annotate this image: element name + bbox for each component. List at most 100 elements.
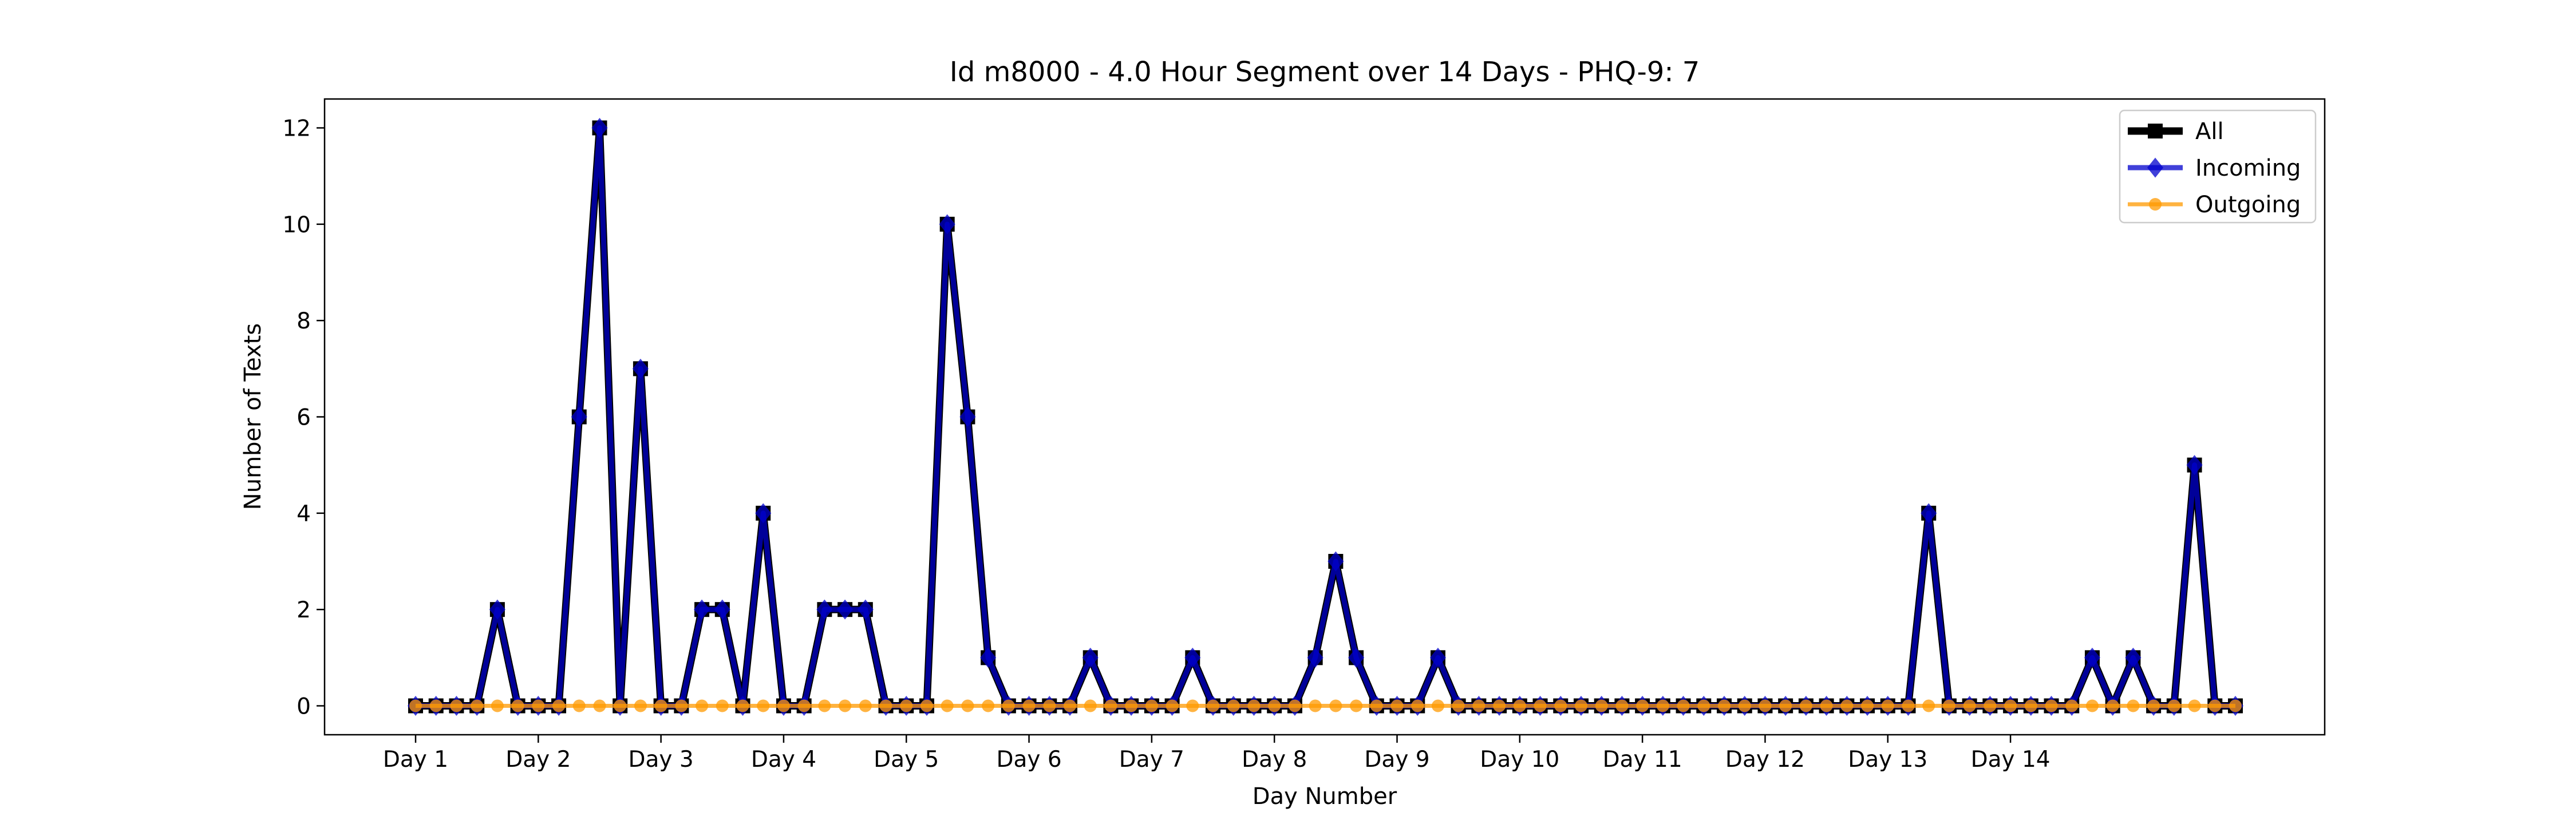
data-point-outgoing (839, 699, 852, 712)
data-point-outgoing (593, 699, 606, 712)
x-tick-label: Day 4 (751, 747, 816, 772)
data-point-outgoing (859, 699, 872, 712)
data-point-incoming (591, 118, 608, 138)
data-point-outgoing (409, 699, 422, 712)
data-point-outgoing (2229, 699, 2242, 712)
x-tick-label: Day 7 (1119, 747, 1184, 772)
y-axis: 0 2 4 6 8 10 12 (282, 116, 325, 720)
data-point-outgoing (961, 699, 974, 712)
data-point-incoming (755, 503, 772, 524)
x-tick-label: Day 1 (383, 747, 448, 772)
legend-item-all: All (2128, 118, 2224, 145)
data-point-outgoing (1820, 699, 1833, 712)
data-point-outgoing (1718, 699, 1731, 712)
data-point-incoming (571, 407, 587, 427)
data-point-outgoing (1043, 699, 1056, 712)
data-point-outgoing (1902, 699, 1915, 712)
data-point-incoming (816, 599, 833, 620)
data-point-outgoing (900, 699, 913, 712)
data-point-outgoing (716, 699, 729, 712)
data-point-outgoing (1697, 699, 1710, 712)
x-axis: Day 1 Day 2 Day 3 Day 4 Day 5 Day 6 Day 7 Day 8… (383, 735, 2050, 772)
data-point-incoming (857, 599, 874, 620)
legend-box (2119, 109, 2317, 224)
data-point-outgoing (572, 699, 586, 712)
data-point-outgoing (1799, 699, 1812, 712)
legend-swatch-marker (2148, 124, 2163, 138)
data-point-outgoing (2147, 699, 2160, 712)
data-point-outgoing (2085, 699, 2099, 712)
data-point-outgoing (1207, 699, 1220, 712)
data-point-outgoing (2065, 699, 2079, 712)
data-point-outgoing (1370, 699, 1383, 712)
data-point-outgoing (1840, 699, 1854, 712)
data-point-outgoing (1534, 699, 1547, 712)
legend-item-incoming: Incoming (2128, 155, 2301, 181)
data-point-outgoing (1942, 699, 1955, 712)
data-point-outgoing (511, 699, 524, 712)
data-point-outgoing (696, 699, 709, 712)
data-point-outgoing (675, 699, 688, 712)
y-tick-label: 10 (282, 212, 311, 238)
data-point-outgoing (1595, 699, 1608, 712)
data-point-outgoing (2127, 699, 2140, 712)
data-point-outgoing (879, 699, 892, 712)
x-tick-label: Day 11 (1603, 747, 1682, 772)
legend-swatch-marker (2149, 198, 2162, 211)
data-point-incoming (1921, 503, 1937, 524)
data-point-outgoing (1022, 699, 1036, 712)
data-point-incoming (1307, 647, 1323, 668)
data-point-outgoing (2045, 699, 2058, 712)
data-point-outgoing (941, 699, 954, 712)
y-tick-label: 4 (297, 501, 311, 527)
data-point-incoming (1429, 647, 1446, 668)
data-point-outgoing (1574, 699, 1587, 712)
x-tick-label: Day 2 (505, 747, 571, 772)
x-axis-label: Day Number (1253, 783, 1397, 810)
data-point-outgoing (1350, 699, 1363, 712)
data-point-outgoing (1104, 699, 1117, 712)
data-point-outgoing (982, 699, 995, 712)
data-point-incoming (2125, 647, 2142, 668)
legend-label: All (2195, 118, 2224, 145)
data-point-outgoing (634, 699, 647, 712)
data-point-outgoing (2004, 699, 2017, 712)
data-point-incoming (2084, 647, 2100, 668)
data-point-outgoing (1636, 699, 1649, 712)
data-point-outgoing (552, 699, 566, 712)
chart-title: Id m8000 - 4.0 Hour Segment over 14 Days… (950, 56, 1700, 88)
data-point-outgoing (429, 699, 442, 712)
data-point-outgoing (1186, 699, 1199, 712)
data-point-incoming (2186, 455, 2203, 476)
data-point-outgoing (2106, 699, 2119, 712)
data-point-incoming (939, 214, 955, 235)
x-tick-label: Day 3 (629, 747, 694, 772)
data-point-incoming (959, 407, 976, 427)
data-point-incoming (489, 599, 505, 620)
series-layer (408, 118, 2243, 716)
data-point-outgoing (1554, 699, 1567, 712)
y-tick-label: 12 (282, 116, 311, 142)
data-point-outgoing (736, 699, 749, 712)
data-point-outgoing (1390, 699, 1404, 712)
data-point-outgoing (1288, 699, 1301, 712)
y-tick-label: 0 (297, 694, 311, 720)
x-tick-label: Day 9 (1364, 747, 1429, 772)
data-point-outgoing (920, 699, 933, 712)
series-outgoing (409, 699, 2242, 712)
data-point-outgoing (1411, 699, 1424, 712)
data-point-outgoing (1227, 699, 1240, 712)
y-tick-label: 6 (297, 405, 311, 431)
data-point-outgoing (1329, 699, 1342, 712)
data-point-outgoing (1656, 699, 1669, 712)
legend-swatch-marker (2147, 157, 2163, 178)
legend: All Incoming Outgoing (2119, 109, 2317, 224)
data-point-outgoing (1738, 699, 1751, 712)
data-point-outgoing (532, 699, 545, 712)
data-point-outgoing (1861, 699, 1874, 712)
legend-label: Outgoing (2195, 192, 2301, 218)
data-point-outgoing (777, 699, 790, 712)
data-point-incoming (980, 647, 997, 668)
data-point-outgoing (1431, 699, 1444, 712)
data-point-outgoing (1472, 699, 1485, 712)
